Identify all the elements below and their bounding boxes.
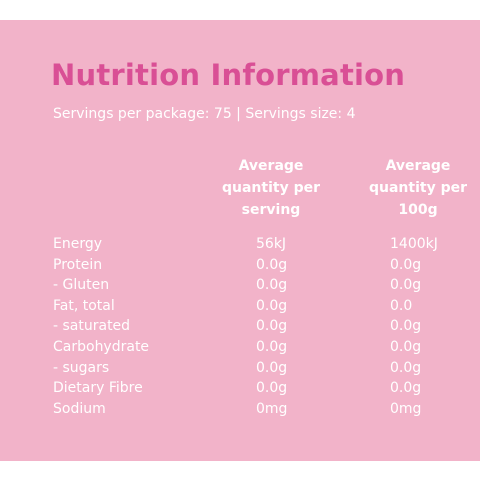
table-row: - Gluten 0.0g 0.0g xyxy=(0,275,480,296)
per-100g-value: 0.0 xyxy=(390,297,413,314)
column-header-per-100g: Average quantity per 100g xyxy=(368,158,467,218)
nutrient-label: - Gluten xyxy=(53,277,110,294)
per-serving-value: 0.0g xyxy=(256,359,288,376)
nutrition-panel: Nutrition Information Servings per packa… xyxy=(0,20,480,461)
nutrient-label: Dietary Fibre xyxy=(53,380,143,397)
table-row: Sodium 0mg 0mg xyxy=(0,399,480,420)
table-row: - sugars 0.0g 0.0g xyxy=(0,358,480,379)
table-row: Dietary Fibre 0.0g 0.0g xyxy=(0,378,480,399)
nutrient-label: Carbohydrate xyxy=(53,338,150,355)
per-100g-value: 1400kJ xyxy=(390,236,438,252)
per-100g-value: 0.0g xyxy=(390,318,422,335)
column-header-per-serving: Average quantity per serving xyxy=(221,158,320,218)
per-serving-value: 0.0g xyxy=(256,338,288,355)
per-100g-value: 0.0g xyxy=(390,380,422,397)
table-row: Fat, total 0.0g 0.0 xyxy=(0,296,480,317)
per-serving-value: 0.0g xyxy=(256,277,288,294)
nutrient-label: Energy xyxy=(53,236,103,252)
nutrient-label: - saturated xyxy=(53,318,131,335)
table-row: - saturated 0.0g 0.0g xyxy=(0,316,480,337)
per-serving-value: 0.0g xyxy=(256,380,288,397)
per-100g-value: 0.0g xyxy=(390,338,422,355)
per-100g-value: 0.0g xyxy=(390,277,422,294)
nutrient-label: Fat, total xyxy=(53,297,115,314)
page-title: Nutrition Information xyxy=(51,58,406,92)
nutrition-table: Energy 56kJ 1400kJ Protein 0.0g 0.0g - G… xyxy=(0,234,480,419)
table-row: Protein 0.0g 0.0g xyxy=(0,255,480,276)
servings-info: Servings per package: 75 | Servings size… xyxy=(53,106,356,122)
per-serving-value: 0.0g xyxy=(256,318,288,335)
per-100g-value: 0mg xyxy=(390,400,422,417)
nutrient-label: Protein xyxy=(53,256,103,273)
table-row: Energy 56kJ 1400kJ xyxy=(0,234,480,255)
per-100g-value: 0.0g xyxy=(390,256,422,273)
per-100g-value: 0.0g xyxy=(390,359,422,376)
per-serving-value: 0mg xyxy=(256,400,288,417)
nutrient-label: Sodium xyxy=(53,400,106,417)
table-row: Carbohydrate 0.0g 0.0g xyxy=(0,337,480,358)
per-serving-value: 56kJ xyxy=(256,236,287,252)
per-serving-value: 0.0g xyxy=(256,256,288,273)
nutrient-label: - sugars xyxy=(53,359,110,376)
per-serving-value: 0.0g xyxy=(256,297,288,314)
